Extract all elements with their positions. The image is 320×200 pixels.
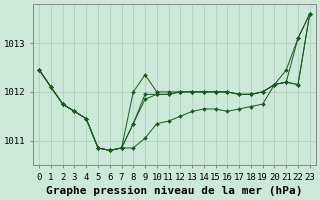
X-axis label: Graphe pression niveau de la mer (hPa): Graphe pression niveau de la mer (hPa) bbox=[46, 186, 303, 196]
